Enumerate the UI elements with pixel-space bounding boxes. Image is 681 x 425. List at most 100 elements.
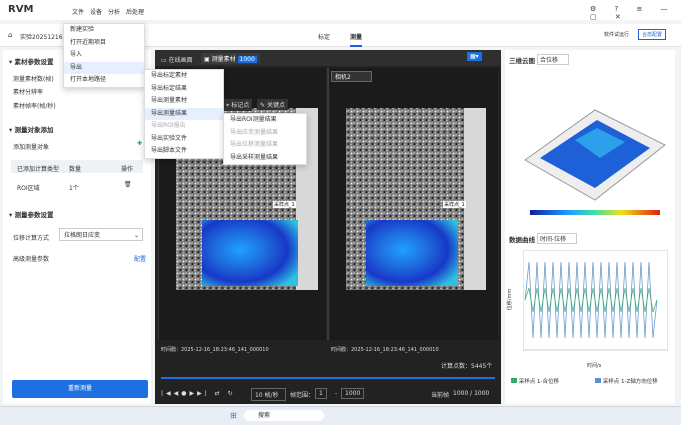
curve-plot bbox=[523, 250, 668, 351]
text: 拉格朗日应变 bbox=[64, 232, 101, 239]
menu-item[interactable]: 导出脚本文件 bbox=[151, 147, 188, 154]
text: 采样点 1-Z轴方向位移 bbox=[602, 379, 658, 385]
home-icon[interactable]: ⌂ bbox=[8, 31, 13, 39]
menu-item[interactable]: 设备 bbox=[90, 9, 103, 16]
text: 关键点 bbox=[266, 102, 285, 109]
section-title: 三维云图 bbox=[509, 57, 535, 65]
label: 素材帧率(帧/秒) bbox=[13, 103, 56, 110]
taskbar: ⊞ 搜索 bbox=[0, 406, 681, 425]
project-name: 实验20251216 bbox=[20, 34, 63, 41]
timeline[interactable] bbox=[161, 377, 495, 379]
menu-item[interactable]: 导入 bbox=[70, 51, 83, 58]
point-label: 采样点_1 bbox=[443, 201, 466, 208]
playback-controls[interactable]: |◀◀●▶▶| ⇄ ↻ bbox=[161, 390, 236, 397]
tab[interactable]: 标定 bbox=[318, 34, 331, 41]
start-icon[interactable]: ⊞ bbox=[230, 411, 237, 420]
cloud-3d bbox=[524, 109, 666, 215]
window-controls[interactable]: ⚙ ? ≡ — ▢ ✕ bbox=[590, 5, 676, 21]
tool-button[interactable]: ⌖ 标记点 bbox=[223, 99, 253, 111]
tab-active[interactable]: 测量 bbox=[350, 32, 363, 47]
menu-item[interactable]: 导出测量结果 bbox=[145, 107, 223, 120]
label: 素材分辨率 bbox=[13, 89, 44, 96]
menu-item[interactable]: 导出采样测量结果 bbox=[230, 153, 279, 161]
text: 采样点 1-合位移 bbox=[518, 379, 559, 385]
right-panel: 三维云图 合位移 数据曲线 时间-位移 位移/mm 时间/s 采样点 1-合位移… bbox=[505, 50, 675, 404]
title-bar: RVM 文件 设备 分析 后处理 ⚙ ? ≡ — ▢ ✕ bbox=[0, 0, 681, 21]
button[interactable]: 重新测量 bbox=[12, 380, 148, 398]
label: 测量素材数(帧) bbox=[13, 76, 54, 83]
label: 位移计算方式 bbox=[13, 235, 50, 242]
section-title: 数据曲线 bbox=[509, 236, 535, 244]
file-menu: 新建实验 打开近期项目 导入 导出 打开本地路径 bbox=[63, 23, 145, 88]
menu-item[interactable]: 打开本地路径 bbox=[70, 76, 107, 83]
td: ROI区域 bbox=[17, 185, 40, 192]
left-panel: ▾ 素材参数设置 测量素材数(帧) 10 素材分辨率 素材帧率(帧/秒) 1 ▾… bbox=[3, 50, 151, 404]
tab[interactable]: ▭ 在线画面 bbox=[161, 57, 193, 64]
separator: - bbox=[335, 390, 338, 397]
th: 操作 bbox=[121, 166, 134, 173]
menu-item[interactable]: 导出位移测量结果 bbox=[230, 141, 279, 148]
label: 高级测量参数 bbox=[13, 256, 50, 263]
menu-item[interactable]: 导出ROI报告 bbox=[151, 122, 186, 129]
label: 添加测量对象 bbox=[13, 144, 50, 151]
input[interactable]: 1000 bbox=[341, 388, 365, 399]
y-axis-label: 位移/mm bbox=[507, 288, 514, 311]
logo: RVM bbox=[8, 4, 34, 15]
frame: 1000 / 1000 bbox=[453, 390, 490, 397]
menu-item[interactable]: 分析 bbox=[108, 9, 121, 16]
badge: 1000 bbox=[237, 56, 257, 63]
th: 数量 bbox=[69, 166, 82, 173]
text: 标记点 bbox=[231, 102, 250, 109]
select[interactable]: 合位移 bbox=[537, 54, 570, 65]
label: 帧范围： bbox=[290, 392, 315, 399]
th: 已添加计算类型 bbox=[17, 166, 60, 173]
menu-item[interactable]: 导出 bbox=[64, 61, 144, 74]
menu-item[interactable]: 导出标定素材 bbox=[151, 72, 188, 79]
menu-item[interactable]: 导出标定结果 bbox=[151, 84, 188, 92]
timestamp: 时间戳：2025-12-16_18:23:46_141_000010 bbox=[161, 347, 269, 353]
toolbar: ⌂ 实验20251216 标定 测量 软件试运行 合态配置 bbox=[0, 24, 681, 47]
point-label: 采样点_1 bbox=[273, 201, 296, 208]
menu-item[interactable]: 导出实验文件 bbox=[151, 134, 188, 142]
menu-item[interactable]: 新建实验 bbox=[70, 26, 95, 33]
table-header bbox=[11, 160, 143, 173]
tab-active[interactable]: ▣ 测量素材 1000 bbox=[201, 53, 260, 64]
menu-item[interactable]: 导出测量素材 bbox=[151, 97, 188, 104]
menu-item[interactable]: 导出应变测量结果 bbox=[230, 128, 279, 136]
timestamp: 时间戳：2025-12-16_18:23:46_141_000010 bbox=[331, 347, 439, 353]
menu-item[interactable]: 文件 bbox=[72, 9, 85, 16]
fps-select[interactable]: 10 帧/秒 bbox=[251, 388, 286, 401]
search-box[interactable]: 搜索 bbox=[244, 410, 324, 421]
text: 测量参数设置 bbox=[14, 211, 54, 219]
legend-item[interactable]: 采样点 1-合位移 bbox=[511, 377, 559, 385]
section-title: ▾ 测量对象添加 bbox=[9, 126, 54, 134]
button[interactable]: 软件试运行 bbox=[604, 32, 630, 38]
menu-item[interactable]: 打开近期项目 bbox=[70, 38, 107, 46]
x-axis-label: 时间/s bbox=[587, 363, 602, 369]
menu-item[interactable]: 导出ROI测量结果 bbox=[230, 116, 277, 123]
link[interactable]: 配置 bbox=[134, 256, 147, 263]
add-icon[interactable]: ✚ bbox=[137, 140, 143, 147]
section-title: ▾ 测量参数设置 bbox=[9, 211, 54, 219]
export-menu: 导出标定素材 导出标定结果 导出测量素材 导出测量结果 导出ROI报告 导出实验… bbox=[144, 69, 224, 159]
tool-button[interactable]: ✎ 关键点 bbox=[257, 99, 288, 110]
camera-select[interactable]: 相机2 bbox=[331, 71, 372, 82]
select[interactable]: 时间-位移 bbox=[537, 233, 578, 244]
label: 当前帧 bbox=[431, 392, 450, 399]
td: 1个 bbox=[69, 185, 79, 192]
menu-item[interactable]: 后处理 bbox=[126, 9, 145, 16]
text: 测量素材 bbox=[211, 56, 236, 63]
section-title: ▾ 素材参数设置 bbox=[9, 58, 54, 66]
delete-icon[interactable]: 🗑 bbox=[124, 181, 132, 188]
calc-points: 计算点数：5445个 bbox=[441, 363, 493, 370]
legend-item[interactable]: 采样点 1-Z轴方向位移 bbox=[595, 377, 658, 385]
button[interactable]: 合态配置 bbox=[638, 29, 667, 40]
input[interactable]: 1 bbox=[315, 388, 327, 399]
text: 素材参数设置 bbox=[14, 58, 54, 66]
layout-button[interactable]: ▦▾ bbox=[467, 52, 482, 61]
result-menu: 导出ROI测量结果 导出应变测量结果 导出位移测量结果 导出采样测量结果 bbox=[223, 113, 307, 165]
text: 在线画面 bbox=[168, 57, 193, 64]
select[interactable]: 拉格朗日应变 ⌄ bbox=[59, 228, 143, 241]
text: 测量对象添加 bbox=[14, 126, 54, 134]
